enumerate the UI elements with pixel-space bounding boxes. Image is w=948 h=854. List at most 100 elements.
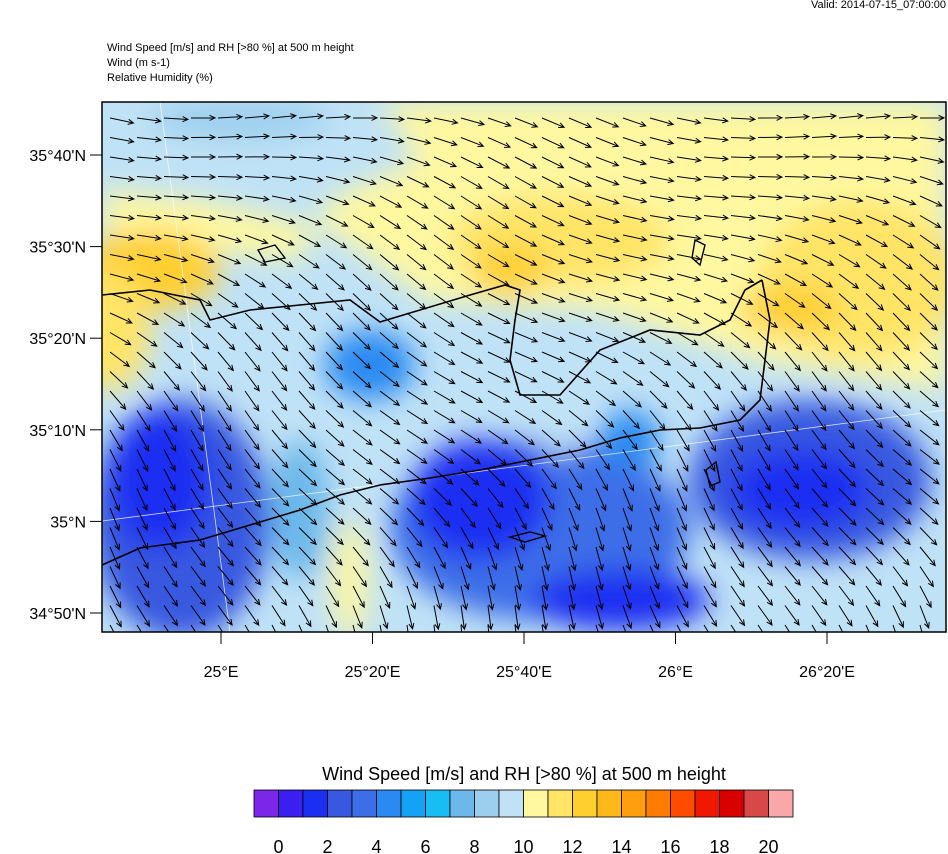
wind-arrow: [109, 234, 135, 241]
colorbar-tick-label: 6: [420, 837, 430, 854]
colorbar-box: [474, 789, 500, 818]
wind-arrow: [244, 195, 270, 202]
wind-arrow: [244, 174, 271, 181]
wind-arrow: [892, 546, 910, 566]
wind-arrow: [811, 293, 832, 310]
wind-arrow: [433, 332, 456, 347]
wind-arrow: [433, 351, 456, 366]
wind-arrow: [703, 194, 730, 201]
wind-arrow: [433, 605, 441, 631]
wind-arrow: [784, 624, 791, 632]
wind-arrow: [622, 332, 647, 343]
wind-arrow: [271, 293, 291, 311]
wind-arrow: [595, 468, 609, 492]
wind-arrow: [379, 449, 401, 465]
wind-arrow: [568, 585, 576, 611]
wind-arrow: [406, 585, 417, 610]
colorbar-box: [670, 789, 696, 818]
wind-arrow: [406, 332, 428, 348]
wind-arrow: [730, 312, 753, 327]
wind-arrow: [379, 468, 401, 485]
wind-arrow: [622, 293, 648, 302]
wind-arrow: [244, 293, 265, 310]
wind-arrow: [703, 585, 717, 608]
wind-arrow: [541, 429, 561, 447]
wind-arrow: [379, 429, 401, 445]
wind-arrow: [595, 527, 605, 552]
wind-arrow: [649, 234, 675, 242]
wind-arrow: [865, 113, 892, 120]
wind-arrow: [514, 273, 538, 285]
wind-arrow: [244, 390, 260, 412]
wind-arrow: [703, 371, 722, 391]
wind-arrow: [703, 605, 718, 627]
wind-arrow: [136, 234, 162, 241]
wind-arrow: [379, 488, 400, 505]
wind-arrow: [514, 215, 538, 228]
wind-arrow: [595, 195, 620, 205]
wind-arrow: [514, 371, 538, 383]
wind-arrow: [892, 468, 913, 486]
wind-arrow: [406, 156, 431, 167]
wind-arrow: [406, 117, 432, 124]
wind-arrow: [298, 351, 316, 372]
wind-arrow: [406, 215, 428, 230]
wind-arrow: [811, 215, 837, 224]
wind-arrow: [217, 566, 234, 587]
wind-arrow: [298, 410, 316, 430]
wind-arrow: [379, 390, 401, 407]
wind-arrow: [352, 234, 374, 250]
wind-arrow: [811, 527, 829, 547]
wind-arrow: [838, 175, 865, 182]
colorbar-box: [327, 789, 353, 818]
wind-arrow: [433, 429, 456, 444]
wind-arrow: [163, 174, 190, 181]
wind-arrow: [865, 134, 892, 141]
wind-arrow: [298, 449, 317, 468]
wind-arrow: [325, 254, 347, 270]
wind-arrow: [676, 156, 702, 163]
wind-arrow: [406, 137, 432, 145]
wind-arrow: [568, 527, 578, 552]
wind-arrow: [703, 332, 725, 347]
wind-arrow: [190, 585, 206, 607]
wind-arrow: [271, 390, 288, 411]
wind-arrow: [163, 135, 190, 142]
wind-arrow: [136, 273, 162, 283]
wind-arrow: [568, 410, 589, 427]
wind-arrow: [433, 176, 457, 189]
wind-arrow: [676, 351, 698, 368]
wind-arrow: [325, 215, 349, 227]
colorbar-tick-label: 20: [758, 837, 778, 854]
wind-arrow: [676, 410, 692, 432]
wind-arrow: [622, 351, 646, 365]
wind-arrow: [757, 332, 777, 350]
wind-arrow: [217, 215, 243, 222]
wind-arrow: [757, 194, 784, 201]
wind-arrow: [109, 624, 115, 632]
wind-arrow: [190, 173, 217, 180]
lat-label: 35°20'N: [29, 331, 86, 348]
wind-arrow: [325, 488, 346, 505]
wind-arrow: [838, 371, 855, 392]
wind-arrow: [244, 605, 260, 627]
wind-arrow: [568, 429, 587, 448]
wind-arrow: [271, 312, 290, 332]
wind-arrow: [595, 117, 620, 128]
wind-arrow: [892, 605, 904, 629]
wind-arrow: [109, 312, 133, 324]
wind-arrow: [298, 195, 324, 205]
wind-arrow: [730, 585, 746, 607]
wind-arrow: [892, 293, 911, 312]
wind-arrow: [244, 351, 261, 372]
wind-arrow: [217, 585, 234, 606]
wind-arrow: [217, 429, 232, 452]
wind-arrow: [919, 507, 939, 525]
wind-arrow: [460, 371, 484, 384]
wind-arrow: [271, 175, 298, 182]
wind-arrow: [271, 154, 298, 161]
wind-arrow: [460, 527, 474, 550]
wind-arrow: [433, 527, 449, 549]
wind-arrow: [406, 273, 427, 291]
wind-arrow: [784, 332, 803, 351]
